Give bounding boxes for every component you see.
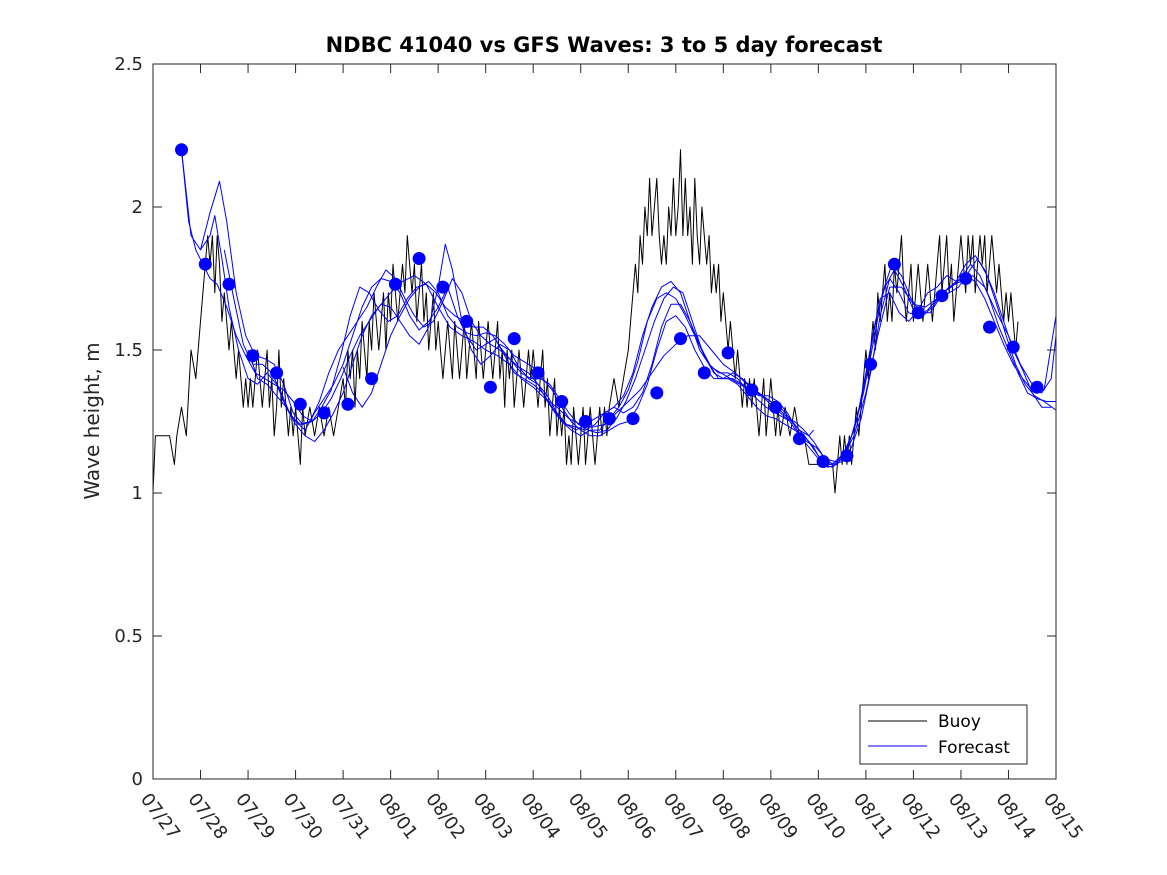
x-tick-label-12: 08/08 <box>706 789 754 843</box>
series-line-forecast-6 <box>342 280 814 437</box>
forecast-marker-18 <box>602 412 616 426</box>
forecast-marker-10 <box>412 252 426 265</box>
x-tick-label-2: 07/29 <box>231 789 279 843</box>
x-tick-label-9: 08/05 <box>564 789 612 843</box>
legend-box <box>859 704 1028 765</box>
forecast-marker-17 <box>579 415 592 428</box>
forecast-marker-32 <box>935 289 949 303</box>
chart-title: NDBC 41040 vs GFS Waves: 3 to 5 day fore… <box>326 33 883 57</box>
forecast-marker-4 <box>270 366 284 380</box>
forecast-marker-21 <box>674 332 687 346</box>
forecast-marker-28 <box>840 449 854 463</box>
x-tick-label-19: 08/15 <box>1039 789 1087 843</box>
x-tick-label-14: 08/10 <box>801 789 849 843</box>
forecast-marker-5 <box>293 397 307 411</box>
legend: Buoy Forecast <box>859 704 1028 765</box>
axes-box <box>152 63 1057 780</box>
forecast-marker-12 <box>460 314 474 328</box>
y-axis-label: Wave height, m <box>80 342 104 499</box>
forecast-marker-16 <box>555 395 569 408</box>
x-tick-label-13: 08/09 <box>754 789 802 843</box>
y-tick-label-5: 2.5 <box>114 54 143 75</box>
forecast-marker-20 <box>650 386 664 400</box>
forecast-marker-13 <box>483 380 497 394</box>
x-tick-label-10: 08/06 <box>611 789 659 843</box>
forecast-marker-33 <box>959 272 973 285</box>
forecast-marker-24 <box>745 383 759 397</box>
forecast-marker-11 <box>436 280 450 294</box>
x-tick-label-5: 08/01 <box>374 789 422 843</box>
series-line-forecast-3 <box>200 180 1057 462</box>
forecast-marker-2 <box>222 277 236 291</box>
forecast-marker-35 <box>1006 340 1020 354</box>
forecast-marker-26 <box>792 432 806 446</box>
y-axis-ticks: 0 0.5 1 1.5 2 2.5 <box>114 54 1056 790</box>
forecast-marker-23 <box>721 346 735 360</box>
forecast-marker-7 <box>341 397 355 411</box>
forecast-marker-27 <box>816 455 830 468</box>
y-tick-label-0: 0 <box>132 769 143 790</box>
forecast-marker-36 <box>1030 380 1044 394</box>
x-tick-label-17: 08/13 <box>944 789 992 843</box>
x-tick-label-0: 07/27 <box>136 789 184 843</box>
forecast-marker-6 <box>317 406 331 420</box>
forecast-marker-9 <box>388 277 402 291</box>
x-tick-label-3: 07/30 <box>279 789 327 843</box>
forecast-marker-25 <box>769 400 783 414</box>
legend-label-forecast: Forecast <box>938 738 1010 758</box>
x-tick-label-4: 07/31 <box>326 789 374 843</box>
forecast-marker-29 <box>864 357 878 371</box>
forecast-marker-1 <box>198 257 212 271</box>
forecast-marker-8 <box>365 372 379 386</box>
forecast-marker-30 <box>887 257 901 271</box>
series-line-forecast-2 <box>181 149 1056 468</box>
x-tick-label-11: 08/07 <box>659 789 707 843</box>
series-line-forecast-5 <box>247 243 1052 468</box>
forecast-marker-15 <box>531 366 545 380</box>
x-tick-label-8: 08/04 <box>516 789 564 843</box>
forecast-marker-19 <box>626 412 640 426</box>
axes <box>152 63 1057 780</box>
x-tick-label-1: 07/28 <box>184 789 232 843</box>
y-tick-label-2: 1 <box>132 483 143 504</box>
forecast-marker-22 <box>697 366 711 380</box>
x-tick-label-6: 08/02 <box>421 789 469 843</box>
series-line-buoy <box>152 149 1019 494</box>
forecast-marker-31 <box>911 306 925 320</box>
series-line-forecast-4 <box>223 249 1057 465</box>
forecast-marker-3 <box>246 349 260 363</box>
x-tick-label-7: 08/03 <box>469 789 517 843</box>
forecast-marker-34 <box>983 320 996 334</box>
legend-label-buoy: Buoy <box>938 712 981 732</box>
y-tick-label-3: 1.5 <box>114 340 143 361</box>
y-tick-label-4: 2 <box>132 197 143 218</box>
y-tick-label-1: 0.5 <box>114 626 143 647</box>
x-tick-label-18: 08/14 <box>992 789 1040 843</box>
forecast-marker-0 <box>175 143 188 157</box>
x-tick-label-16: 08/12 <box>896 789 944 843</box>
x-tick-label-15: 08/11 <box>849 789 897 843</box>
forecast-marker-14 <box>507 332 521 346</box>
plot-area <box>152 143 1057 494</box>
